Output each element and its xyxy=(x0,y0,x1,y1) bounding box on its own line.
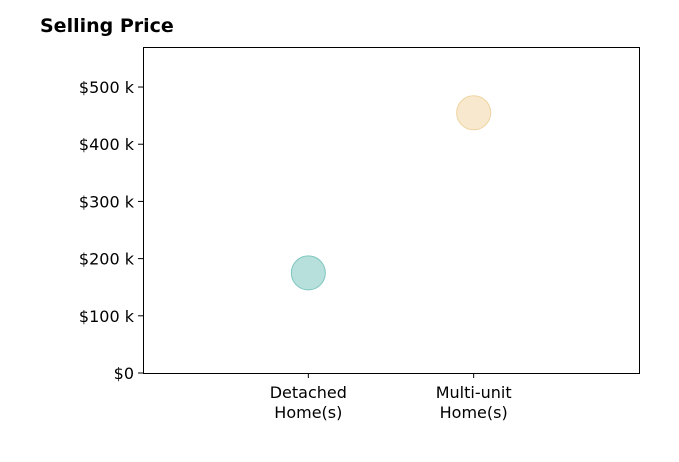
data-point xyxy=(290,255,326,291)
x-tick-label: Multi-unit Home(s) xyxy=(436,383,512,422)
x-tick-label: Detached Home(s) xyxy=(270,383,347,422)
y-tick-label: $500 k xyxy=(79,78,135,97)
y-tick-label: $300 k xyxy=(79,192,135,211)
y-tick-label: $400 k xyxy=(79,135,135,154)
y-tick-label: $200 k xyxy=(79,250,135,269)
plot-frame xyxy=(143,47,640,374)
x-axis: Detached Home(s) Multi-unit Home(s) xyxy=(270,373,512,422)
data-point xyxy=(456,95,492,131)
y-axis: $0 $100 k $200 k $300 k $400 k $500 k xyxy=(79,78,143,383)
chart-title: Selling Price xyxy=(40,15,174,37)
y-tick-label: $100 k xyxy=(79,307,135,326)
y-tick-label: $0 xyxy=(114,364,134,383)
data-points xyxy=(290,95,492,291)
